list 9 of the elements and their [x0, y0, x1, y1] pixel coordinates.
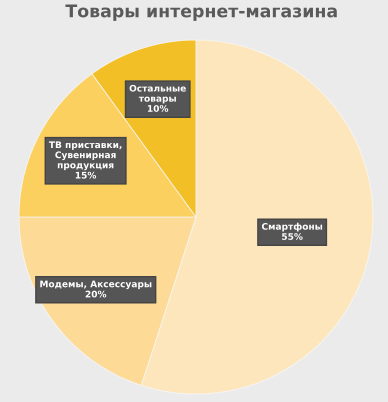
data-label: 55%	[282, 233, 303, 240]
data-label: 20%	[86, 290, 106, 298]
slice-label: ТВ приставки, Сувенирная продукция	[48, 141, 122, 170]
slice-label: Модемы, Аксессуары	[40, 280, 152, 290]
slice-label: Смартфоны	[262, 222, 322, 232]
chart-title: Товары интернет-магазина	[65, 4, 337, 21]
data-label: 10%	[148, 105, 168, 112]
slice-label: Остальные товары	[130, 84, 186, 104]
data-label: 15%	[76, 172, 96, 179]
